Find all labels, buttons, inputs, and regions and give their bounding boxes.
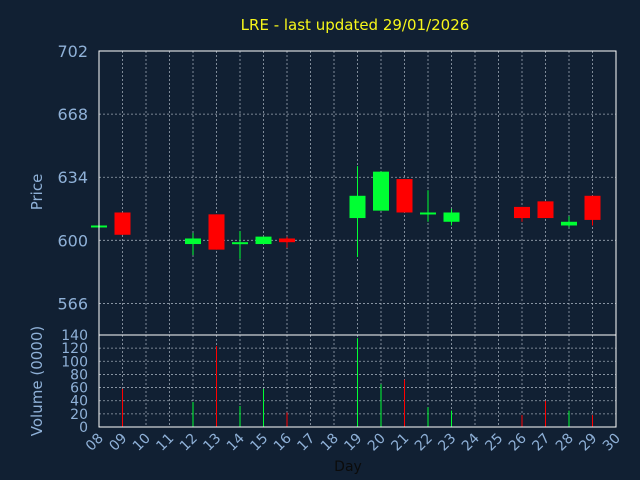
x-tick-19: 19 <box>341 431 365 455</box>
price-tick-566: 566 <box>57 294 88 313</box>
x-tick-13: 13 <box>200 431 224 455</box>
price-tick-labels: 566 600 634 668 702 <box>57 42 88 313</box>
x-tick-20: 20 <box>365 431 389 455</box>
candle-09 <box>114 212 131 235</box>
candle-body-29 <box>584 195 601 220</box>
candle-29 <box>584 195 601 226</box>
x-tick-17: 17 <box>294 431 318 455</box>
x-tick-25: 25 <box>482 431 506 455</box>
price-axis-label: Price <box>28 174 46 211</box>
candle-20 <box>373 171 389 211</box>
volume-axis-label: Volume (0000) <box>28 326 46 436</box>
x-tick-14: 14 <box>224 430 248 454</box>
x-tick-16: 16 <box>271 430 295 454</box>
x-tick-29: 29 <box>576 431 600 455</box>
price-candles <box>91 166 601 259</box>
price-tick-668: 668 <box>57 105 88 124</box>
volume-tick-100: 100 <box>61 354 88 370</box>
volume-panel-frame <box>98 334 617 428</box>
candle-body-20 <box>373 171 389 211</box>
x-tick-09: 09 <box>106 431 130 455</box>
candle-22 <box>420 190 436 222</box>
candle-body-23 <box>443 212 460 222</box>
x-tick-12: 12 <box>177 431 201 455</box>
candle-28 <box>561 216 577 228</box>
candle-body-26 <box>514 206 530 219</box>
candle-16 <box>279 236 295 248</box>
volume-tick-60: 60 <box>70 381 88 397</box>
volume-bars <box>122 338 593 427</box>
candle-body-13 <box>208 214 225 250</box>
candle-body-19 <box>349 195 366 219</box>
x-tick-23: 23 <box>435 431 459 455</box>
price-gridlines <box>98 50 617 335</box>
candle-23 <box>443 208 460 226</box>
x-tick-28: 28 <box>553 431 577 455</box>
candle-body-14 <box>232 242 248 245</box>
candle-19 <box>349 166 366 258</box>
volume-tick-0: 0 <box>79 420 88 436</box>
volume-tick-80: 80 <box>70 367 88 383</box>
candle-body-15 <box>255 236 272 245</box>
volume-tick-20: 20 <box>70 407 88 423</box>
candle-14 <box>232 231 248 259</box>
candle-body-22 <box>420 212 436 215</box>
x-tick-21: 21 <box>388 431 412 455</box>
candle-12 <box>185 232 201 256</box>
x-tick-18: 18 <box>318 431 342 455</box>
candle-27 <box>537 201 554 219</box>
x-tick-labels: 08 09 10 11 12 13 14 15 16 17 18 19 20 21 22 23 24 25 26 27… <box>83 430 624 454</box>
candle-13 <box>208 214 225 250</box>
candle-body-27 <box>537 201 554 219</box>
candle-body-12 <box>185 238 201 245</box>
chart-title: LRE - last updated 29/01/2026 <box>241 16 470 34</box>
x-tick-30: 30 <box>600 431 624 455</box>
volume-tick-40: 40 <box>70 394 88 410</box>
price-tick-702: 702 <box>57 42 88 61</box>
x-tick-15: 15 <box>247 431 271 455</box>
candle-body-21 <box>396 179 413 213</box>
x-tick-22: 22 <box>412 431 436 455</box>
x-axis-label: Day <box>334 459 362 475</box>
x-tick-10: 10 <box>130 431 154 455</box>
x-tick-26: 26 <box>506 430 530 454</box>
candle-body-09 <box>114 212 131 235</box>
x-tick-27: 27 <box>529 431 553 455</box>
volume-tick-120: 120 <box>61 341 88 357</box>
candle-body-28 <box>561 221 577 226</box>
price-tick-634: 634 <box>57 168 88 187</box>
candle-body-16 <box>279 238 295 243</box>
x-tick-24: 24 <box>459 430 483 454</box>
x-tick-11: 11 <box>153 431 177 455</box>
candle-21 <box>396 179 413 213</box>
candle-15 <box>255 236 272 245</box>
volume-tick-140: 140 <box>61 328 88 344</box>
price-tick-600: 600 <box>57 231 88 250</box>
candle-26 <box>514 206 530 222</box>
